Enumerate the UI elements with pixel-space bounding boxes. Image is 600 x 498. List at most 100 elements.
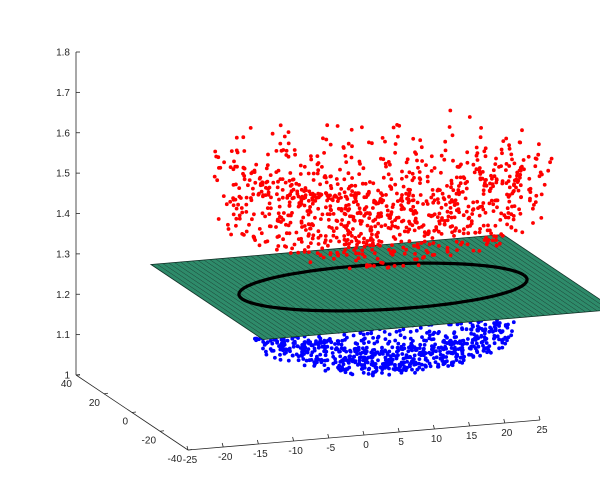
plane-mesh-line [209, 259, 322, 335]
red-point [269, 195, 273, 200]
blue-point [359, 363, 364, 367]
red-point [416, 165, 420, 170]
red-point [311, 233, 316, 238]
red-point [231, 196, 236, 201]
red-point [411, 204, 416, 209]
red-point [355, 242, 359, 247]
red-point [315, 251, 320, 256]
red-point [265, 179, 270, 184]
red-point [334, 235, 339, 240]
blue-point [436, 331, 440, 336]
x-tick-label: -20 [218, 452, 233, 463]
red-point [290, 177, 295, 182]
red-point [281, 237, 285, 242]
red-point [518, 172, 523, 177]
x-tick-mark [362, 430, 365, 436]
z-tick-labels: 1 1.1 1.2 1.3 1.4 1.5 1.6 1.7 1.8 [56, 48, 80, 382]
blue-point [443, 334, 448, 339]
red-point [231, 212, 236, 217]
red-point [400, 176, 404, 181]
red-point [381, 198, 386, 203]
blue-point [362, 365, 367, 370]
red-point [252, 212, 256, 217]
red-point [437, 211, 442, 216]
red-point [440, 191, 445, 196]
red-point [474, 153, 479, 158]
plane-mesh-line [191, 260, 305, 337]
red-point [275, 218, 280, 223]
red-point [376, 221, 381, 226]
red-point [457, 229, 462, 234]
red-series [212, 108, 554, 271]
plane-mesh-line [238, 256, 352, 333]
red-point [265, 163, 270, 168]
red-point [471, 162, 476, 167]
red-point [321, 255, 326, 260]
red-point [411, 136, 416, 141]
red-point [334, 226, 339, 231]
red-point [451, 188, 456, 193]
red-point [454, 175, 459, 180]
blue-point [509, 333, 514, 338]
red-point [465, 179, 469, 184]
red-point [437, 244, 441, 248]
red-point [228, 199, 233, 204]
blue-point [362, 341, 366, 345]
red-point [263, 193, 268, 198]
red-point [365, 239, 370, 243]
blue-point [291, 344, 296, 349]
red-point [495, 198, 500, 203]
red-point [385, 208, 390, 213]
plane-mesh-line [356, 246, 469, 323]
red-point [509, 212, 514, 217]
red-point [465, 150, 470, 155]
x-tick-mark [221, 442, 224, 448]
blue-point [285, 338, 290, 343]
red-point [499, 211, 504, 216]
blue-point [349, 358, 354, 363]
blue-point [361, 358, 366, 363]
blue-point [401, 342, 406, 347]
plane-mesh-line [285, 252, 399, 329]
blue-point [303, 340, 307, 344]
red-point [501, 139, 506, 144]
x-tick-label: 5 [398, 437, 404, 448]
red-point [449, 181, 454, 186]
x-tick-mark [538, 415, 541, 421]
red-point [365, 223, 370, 228]
red-point [426, 231, 431, 235]
red-point [375, 234, 379, 239]
red-point [502, 213, 507, 218]
red-point [411, 212, 416, 216]
plane-mesh-line [221, 258, 334, 334]
blue-point [301, 342, 305, 347]
red-point [367, 140, 371, 145]
red-point [390, 223, 395, 228]
red-point [461, 231, 466, 236]
red-point [475, 199, 480, 204]
red-point [365, 192, 370, 197]
red-point [439, 232, 444, 236]
red-point [511, 189, 516, 194]
red-point [354, 199, 358, 204]
red-point [352, 218, 357, 223]
red-point [291, 195, 296, 200]
red-point [276, 179, 280, 184]
red-point [383, 161, 388, 166]
red-point [518, 183, 523, 188]
plane-mesh-line [332, 248, 446, 325]
blue-point [344, 349, 349, 354]
blue-point [357, 358, 362, 363]
blue-point [411, 357, 416, 362]
red-point [304, 228, 308, 232]
red-point [370, 243, 374, 247]
red-point [342, 190, 347, 195]
blue-point [476, 344, 481, 349]
plane-mesh-line [162, 263, 275, 339]
red-point [431, 200, 436, 205]
blue-point [402, 360, 406, 365]
red-point [528, 198, 532, 203]
plane-mesh-line [291, 252, 404, 328]
red-point [369, 228, 374, 233]
red-point [512, 161, 517, 166]
